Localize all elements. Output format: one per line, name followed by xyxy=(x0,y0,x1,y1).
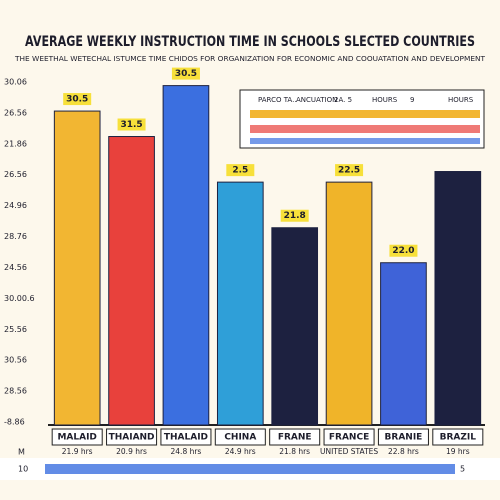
x-tick-label: FRANCE xyxy=(329,433,369,443)
annotation: 30.5 xyxy=(175,69,197,79)
y-axis-label: 30.06 xyxy=(4,78,27,87)
annotation: 31.5 xyxy=(120,120,142,130)
legend-stripe xyxy=(250,138,480,144)
footer-text: 10 xyxy=(18,465,28,474)
legend-text: HOURS xyxy=(372,96,398,104)
y-axis-label: 25.56 xyxy=(4,325,27,334)
x-sublabel: 24.9 hrs xyxy=(225,447,256,456)
category-box xyxy=(214,428,266,446)
footer-text: 5 xyxy=(460,465,465,474)
legend-text: PARCO TA.. xyxy=(258,96,297,104)
annotation-box xyxy=(63,93,92,106)
category-box xyxy=(160,428,212,446)
footer-text: M xyxy=(18,448,25,457)
footer-stripe xyxy=(45,464,455,474)
x-sublabel: 21.9 hrs xyxy=(62,447,93,456)
x-sublabel: 19 hrs xyxy=(446,447,470,456)
annotation-box xyxy=(226,164,255,177)
x-sublabel: 20.9 hrs xyxy=(116,447,147,456)
annotation: 22.0 xyxy=(392,246,414,256)
x-tick-label: CHINA xyxy=(224,433,256,443)
chart-title: AVERAGE WEEKLY INSTRUCTION TIME IN SCHOO… xyxy=(25,34,475,50)
annotation: 22.5 xyxy=(338,166,360,176)
bar xyxy=(380,262,427,426)
legend-text: 9 xyxy=(410,96,414,104)
x-tick-label: FRANE xyxy=(278,433,312,443)
y-axis-label: 28.56 xyxy=(4,387,27,396)
category-box xyxy=(323,428,375,446)
x-tick-label: THAIAND xyxy=(109,433,155,443)
y-axis-label: 30.00.6 xyxy=(4,294,35,303)
bar xyxy=(325,181,373,426)
bar xyxy=(216,181,264,426)
x-tick-label: BRAZIL xyxy=(440,433,477,443)
bar xyxy=(162,85,210,426)
x-tick-label: BRANIE xyxy=(385,433,423,443)
annotation-box xyxy=(171,67,200,80)
y-axis-label: 28.76 xyxy=(4,232,27,241)
annotation-box xyxy=(117,118,146,131)
bar xyxy=(434,171,482,426)
y-axis-label: 21.86 xyxy=(4,139,27,148)
annotation: 21.8 xyxy=(284,211,306,221)
x-tick-label: MALAID xyxy=(57,433,96,443)
category-box xyxy=(106,428,158,446)
annotation-box xyxy=(389,244,418,257)
legend-text: 2A. 5 xyxy=(334,96,352,104)
bar xyxy=(53,110,101,426)
y-axis-label: 24.56 xyxy=(4,263,27,272)
y-axis-label: 26.56 xyxy=(4,170,27,179)
y-axis-label: 24.96 xyxy=(4,201,27,210)
category-box xyxy=(51,428,103,446)
x-sublabel: UNITED STATES xyxy=(320,447,378,456)
x-tick-label: THALAID xyxy=(164,433,208,443)
category-box xyxy=(432,428,484,446)
x-sublabel: 24.8 hrs xyxy=(171,447,202,456)
x-sublabel: 21.8 hrs xyxy=(279,447,310,456)
category-box xyxy=(377,428,429,446)
bar xyxy=(108,136,155,426)
annotation-box xyxy=(280,209,309,222)
annotation: 30.5 xyxy=(66,95,88,105)
legend-text: ANCUATION xyxy=(296,96,337,104)
legend-stripe xyxy=(250,110,480,118)
legend-stripe xyxy=(250,125,480,133)
y-axis-label: 30.56 xyxy=(4,356,27,365)
x-sublabel: 22.8 hrs xyxy=(388,447,419,456)
chart-subtitle: THE WEETHAL WETECHAL ISTUMCE TIME CHIDOS… xyxy=(14,55,486,63)
annotation: 2.5 xyxy=(232,166,248,176)
category-box xyxy=(269,428,321,446)
bar xyxy=(271,227,319,426)
y-axis-label: -8.86 xyxy=(4,418,25,427)
legend-text: HOURS xyxy=(448,96,474,104)
annotation-box xyxy=(335,164,364,177)
y-axis-label: 26.56 xyxy=(4,108,27,117)
